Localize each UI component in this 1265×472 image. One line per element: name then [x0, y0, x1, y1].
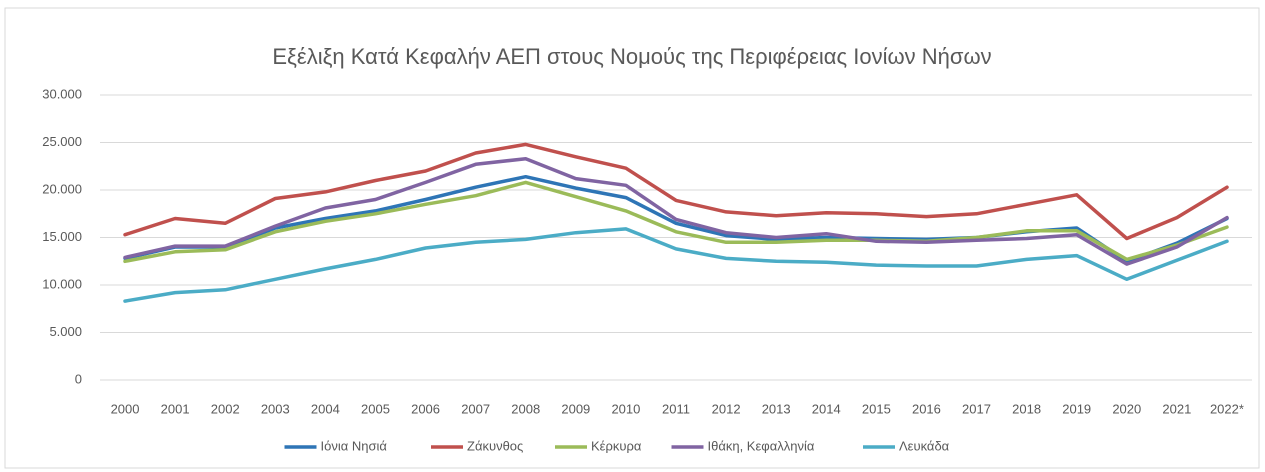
- y-tick-label: 15.000: [42, 229, 82, 244]
- x-tick-label: 2004: [311, 401, 340, 416]
- x-tick-label: 2020: [1112, 401, 1141, 416]
- x-tick-label: 2019: [1062, 401, 1091, 416]
- x-tick-label: 2015: [862, 401, 891, 416]
- x-tick-label: 2021: [1162, 401, 1191, 416]
- x-tick-label: 2014: [812, 401, 841, 416]
- legend-label: Λευκάδα: [899, 438, 950, 453]
- legend-label: Ιόνια Νησιά: [321, 438, 388, 453]
- x-tick-label: 2013: [762, 401, 791, 416]
- x-tick-label: 2016: [912, 401, 941, 416]
- y-tick-label: 20.000: [42, 181, 82, 196]
- x-tick-label: 2012: [712, 401, 741, 416]
- x-tick-label: 2005: [361, 401, 390, 416]
- x-tick-label: 2008: [511, 401, 540, 416]
- series-line: [123, 180, 1229, 264]
- x-tick-label: 2003: [261, 401, 290, 416]
- x-tick-label: 2002: [211, 401, 240, 416]
- series-line: [123, 156, 1229, 266]
- x-tick-label: 2006: [411, 401, 440, 416]
- legend-label: Ιθάκη, Κεφαλληνία: [708, 438, 815, 453]
- y-tick-label: 25.000: [42, 134, 82, 149]
- x-tick-label: 2010: [611, 401, 640, 416]
- y-tick-label: 30.000: [42, 86, 82, 101]
- series-line: [123, 227, 1229, 303]
- x-tick-label: 2022*: [1210, 401, 1244, 416]
- y-tick-label: 5.000: [49, 324, 82, 339]
- legend-label: Ζάκυνθος: [467, 438, 523, 453]
- x-tick-label: 2017: [962, 401, 991, 416]
- x-tick-label: 2000: [111, 401, 140, 416]
- y-tick-label: 10.000: [42, 276, 82, 291]
- y-tick-label: 0: [75, 371, 82, 386]
- chart-title: Εξέλιξη Κατά Κεφαλήν ΑΕΠ στους Νομούς τη…: [272, 44, 991, 69]
- x-tick-label: 2007: [461, 401, 490, 416]
- x-tick-label: 2009: [561, 401, 590, 416]
- x-tick-label: 2001: [161, 401, 190, 416]
- x-tick-label: 2018: [1012, 401, 1041, 416]
- series-line: [123, 142, 1229, 241]
- legend-label: Κέρκυρα: [591, 438, 642, 453]
- x-tick-label: 2011: [662, 401, 690, 416]
